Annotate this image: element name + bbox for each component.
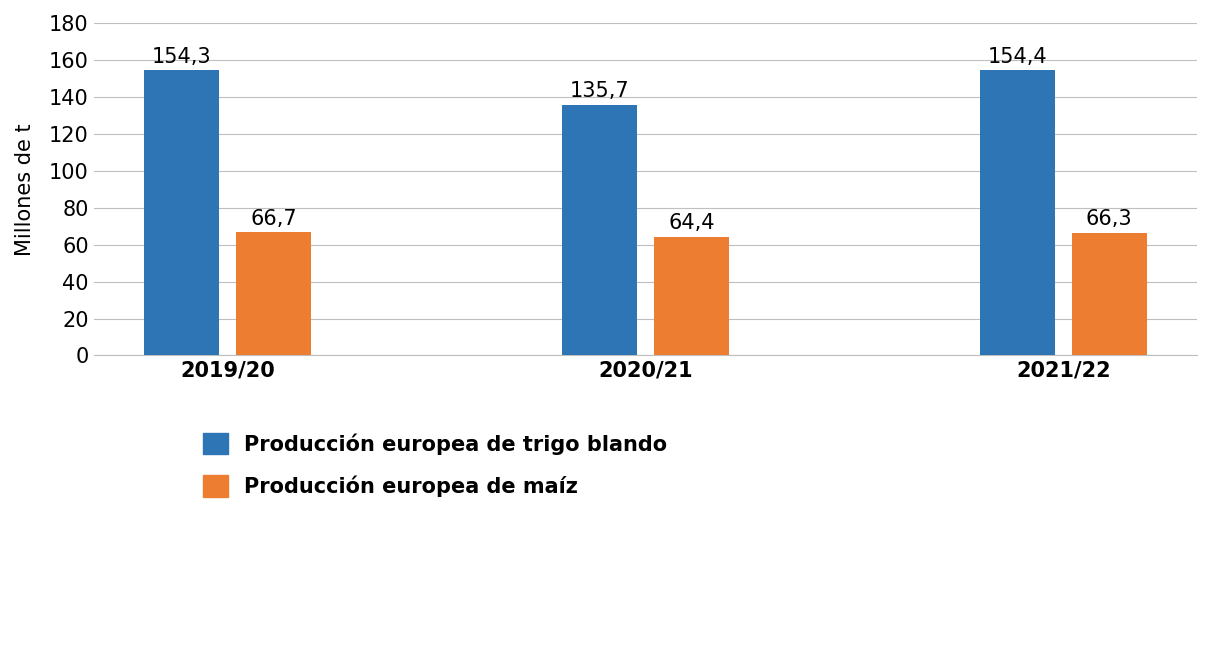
Legend: Producción europea de trigo blando, Producción europea de maíz: Producción europea de trigo blando, Prod… [193, 422, 678, 507]
Bar [979, 70, 1054, 356]
Text: 64,4: 64,4 [668, 213, 715, 233]
Y-axis label: Millones de t: Millones de t [15, 123, 35, 255]
Text: 154,4: 154,4 [988, 47, 1047, 67]
Text: 66,3: 66,3 [1086, 209, 1132, 229]
Text: 66,7: 66,7 [250, 209, 297, 229]
Text: 154,3: 154,3 [152, 47, 211, 67]
Bar [1071, 233, 1147, 356]
Bar [653, 237, 728, 356]
Text: 135,7: 135,7 [570, 81, 629, 101]
Bar [235, 232, 311, 356]
Bar [561, 105, 638, 356]
Bar [144, 71, 219, 356]
